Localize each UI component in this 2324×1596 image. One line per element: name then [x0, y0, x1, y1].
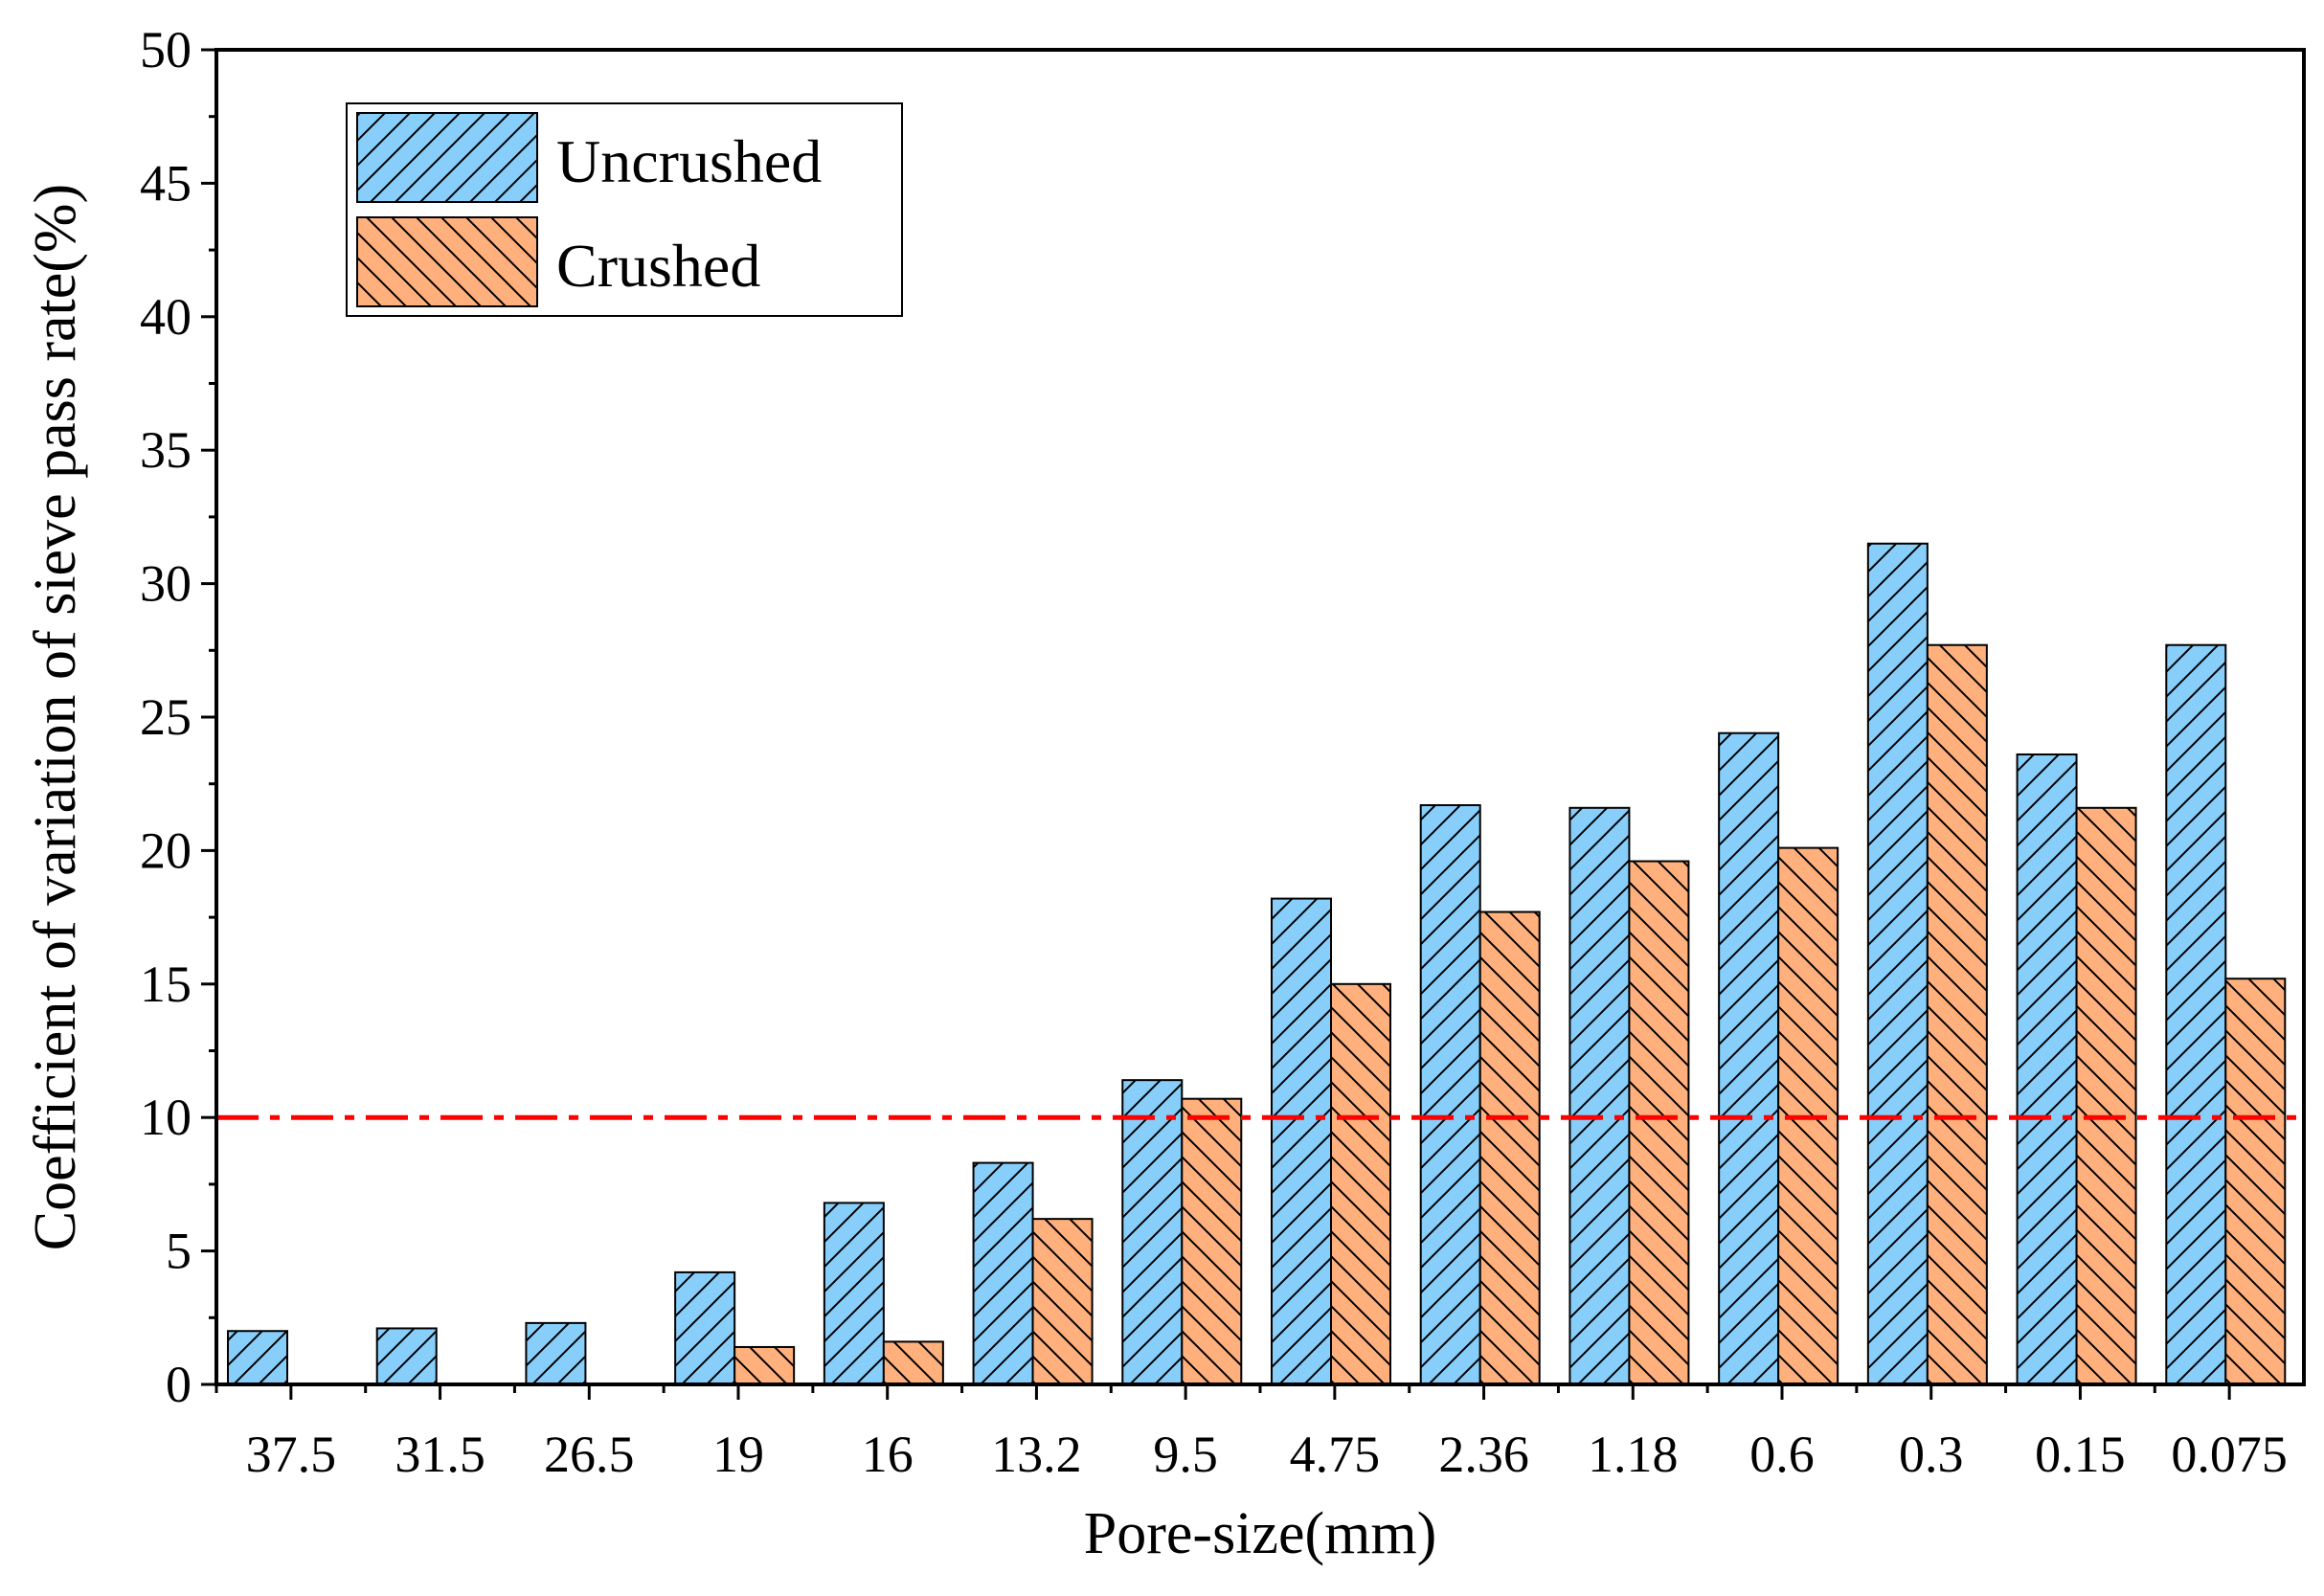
y-tick-label-25: 25 [140, 688, 192, 746]
bar-hatch-crushed-4.75 [1331, 983, 1390, 1384]
x-tick-label-26.5: 26.5 [544, 1426, 635, 1483]
y-tick-label-10: 10 [140, 1089, 192, 1146]
legend-label-crushed: Crushed [556, 232, 760, 300]
bar-hatch-crushed-2.36 [1479, 911, 1540, 1384]
x-tick-label-37.5: 37.5 [246, 1426, 337, 1483]
x-tick-label-0.075: 0.075 [2171, 1426, 2288, 1483]
bars [227, 542, 2287, 1386]
bar-hatch-crushed-13.2 [1032, 1219, 1093, 1384]
bar-hatch-uncrushed-37.5 [228, 1331, 287, 1384]
bar-hatch-uncrushed-31.5 [376, 1328, 437, 1384]
x-tick-label-9.5: 9.5 [1153, 1426, 1218, 1483]
y-tick-label-20: 20 [140, 821, 192, 879]
y-axis-title: Coefficient of variation of sieve pass r… [23, 184, 88, 1250]
y-tick-label-0: 0 [166, 1356, 192, 1413]
y-tick-label-15: 15 [140, 955, 192, 1013]
legend-swatch-crushed-hatch [357, 217, 537, 306]
bar-hatch-uncrushed-9.5 [1122, 1080, 1183, 1384]
bar-hatch-crushed-9.5 [1182, 1098, 1242, 1384]
legend: Uncrushed Crushed [346, 102, 903, 317]
x-tick-label-31.5: 31.5 [395, 1426, 485, 1483]
y-tick-label-40: 40 [140, 288, 192, 346]
bar-hatch-uncrushed-0.6 [1719, 732, 1779, 1384]
x-tick-label-2.36: 2.36 [1438, 1426, 1529, 1483]
x-tick-label-13.2: 13.2 [991, 1426, 1082, 1483]
legend-swatch-uncrushed-hatch [357, 113, 537, 202]
y-tick-label-5: 5 [166, 1223, 192, 1280]
bar-hatch-uncrushed-13.2 [973, 1162, 1033, 1384]
x-tick-label-16: 16 [862, 1426, 914, 1483]
y-tick-label-35: 35 [140, 421, 192, 479]
bar-hatch-crushed-19 [734, 1346, 795, 1384]
bar-hatch-uncrushed-4.75 [1272, 898, 1331, 1384]
x-axis-title: Pore-size(mm) [1084, 1501, 1436, 1566]
bar-hatch-crushed-0.15 [2076, 807, 2136, 1384]
bar-hatch-uncrushed-16 [824, 1203, 884, 1384]
bar-hatch-crushed-0.075 [2225, 978, 2286, 1384]
bar-hatch-crushed-16 [883, 1341, 943, 1384]
y-tick-label-45: 45 [140, 154, 192, 212]
bar-hatch-uncrushed-0.15 [2017, 754, 2077, 1384]
y-axis: 0 5 10 15 20 25 30 35 40 45 50 [140, 21, 216, 1413]
bar-hatch-crushed-1.18 [1629, 861, 1689, 1384]
x-tick-label-0.6: 0.6 [1749, 1426, 1815, 1483]
bar-hatch-uncrushed-2.36 [1420, 805, 1480, 1384]
x-tick-label-0.3: 0.3 [1899, 1426, 1964, 1483]
x-tick-label-19: 19 [712, 1426, 764, 1483]
x-tick-label-4.75: 4.75 [1290, 1426, 1381, 1483]
bar-hatch-uncrushed-1.18 [1569, 807, 1630, 1384]
bar-hatch-uncrushed-0.075 [2166, 644, 2226, 1384]
bar-hatch-uncrushed-0.3 [1867, 543, 1928, 1384]
x-tick-label-1.18: 1.18 [1588, 1426, 1679, 1483]
x-tick-label-0.15: 0.15 [2035, 1426, 2126, 1483]
legend-label-uncrushed: Uncrushed [556, 127, 822, 195]
y-tick-label-30: 30 [140, 555, 192, 613]
bar-hatch-crushed-0.3 [1927, 644, 1987, 1384]
y-tick-label-50: 50 [140, 21, 192, 79]
x-axis: 37.5 31.5 26.5 19 16 13.2 9.5 4.75 2.36 1.18 0.6 0.… [214, 1384, 2288, 1483]
bar-hatch-uncrushed-26.5 [526, 1322, 586, 1384]
bar-hatch-uncrushed-19 [675, 1271, 735, 1384]
